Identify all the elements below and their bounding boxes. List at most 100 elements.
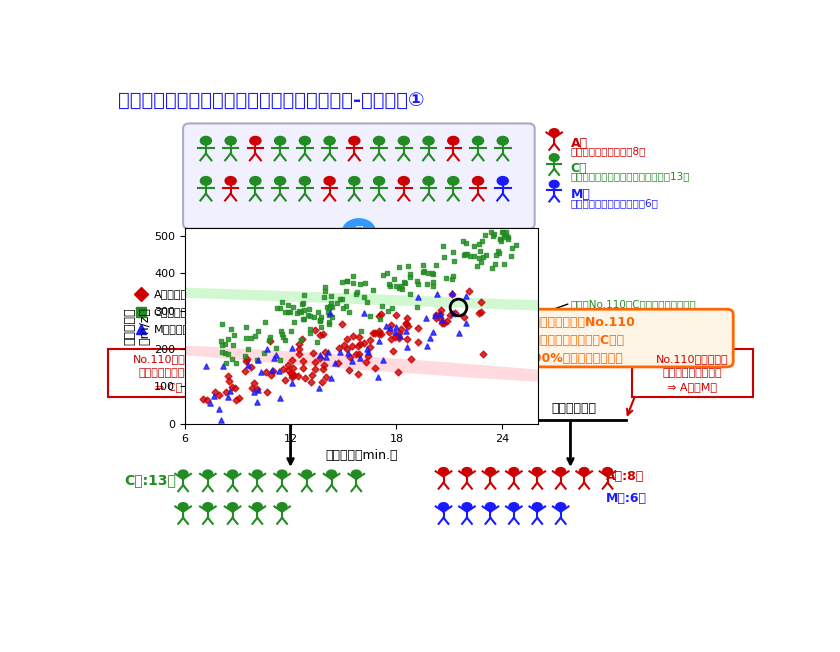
Point: [281, 365, 295, 376]
Point: [340, 344, 354, 355]
Point: [390, 281, 403, 291]
Point: [387, 274, 401, 284]
Point: [250, 384, 264, 394]
Point: [262, 334, 276, 345]
Point: [428, 310, 442, 320]
Point: [459, 238, 473, 248]
Circle shape: [472, 177, 484, 185]
Point: [218, 339, 232, 349]
Point: [216, 347, 229, 357]
Point: [353, 279, 366, 289]
Point: [297, 363, 310, 373]
Point: [332, 343, 345, 353]
Point: [222, 393, 235, 403]
Point: [297, 298, 310, 308]
Circle shape: [438, 503, 449, 511]
Point: [325, 312, 339, 322]
FancyBboxPatch shape: [512, 309, 733, 367]
Point: [358, 291, 371, 302]
Point: [286, 316, 300, 327]
Point: [274, 393, 287, 403]
Point: [275, 325, 288, 336]
Circle shape: [351, 470, 361, 478]
Text: C型: C型: [570, 162, 587, 175]
Point: [219, 387, 233, 398]
Point: [303, 327, 317, 338]
Point: [473, 308, 486, 319]
Point: [426, 327, 439, 337]
Ellipse shape: [109, 344, 684, 387]
Point: [292, 344, 306, 355]
Circle shape: [549, 128, 559, 136]
Point: [402, 320, 415, 331]
Point: [219, 358, 233, 368]
Point: [276, 333, 290, 343]
Point: [366, 285, 380, 295]
Point: [312, 306, 325, 317]
Circle shape: [533, 467, 542, 475]
Point: [446, 308, 459, 318]
Point: [197, 394, 210, 404]
Point: [371, 372, 385, 382]
Point: [391, 366, 405, 377]
Point: [457, 250, 470, 261]
Point: [480, 250, 493, 260]
Point: [308, 357, 322, 367]
Point: [298, 373, 312, 383]
Point: [396, 284, 409, 294]
Point: [375, 301, 389, 311]
Point: [302, 304, 316, 315]
Text: M型の汗成分: M型の汗成分: [154, 324, 197, 334]
Text: A型: A型: [570, 137, 588, 150]
Point: [279, 376, 292, 386]
Point: [358, 308, 371, 318]
Point: [340, 276, 354, 286]
Point: [213, 390, 226, 400]
Point: [392, 282, 406, 293]
Point: [372, 325, 386, 336]
Point: [302, 311, 316, 321]
Point: [412, 337, 425, 348]
Circle shape: [374, 177, 385, 185]
Point: [319, 372, 333, 382]
Circle shape: [448, 136, 459, 145]
Point: [359, 357, 372, 368]
Circle shape: [497, 136, 508, 145]
Point: [264, 336, 277, 346]
Point: [276, 329, 289, 340]
Circle shape: [302, 470, 312, 478]
Point: [254, 367, 267, 378]
Point: [498, 230, 512, 241]
Text: 汗: 汗: [355, 225, 363, 238]
Text: C型の汗成分: C型の汗成分: [154, 306, 195, 317]
Point: [273, 355, 286, 365]
Point: [307, 311, 321, 321]
Point: [384, 333, 397, 344]
Text: No.110の汗成分が
ある一定量以下の人
⇒ A型、M型: No.110の汗成分が ある一定量以下の人 ⇒ A型、M型: [656, 355, 728, 393]
Point: [353, 338, 366, 349]
Point: [260, 344, 274, 355]
Point: [313, 316, 327, 327]
Point: [509, 240, 522, 250]
Point: [400, 318, 413, 329]
Point: [281, 299, 295, 310]
Circle shape: [509, 503, 519, 511]
Point: [395, 324, 408, 334]
Point: [374, 329, 387, 339]
Point: [218, 348, 232, 358]
Text: 図．決定木解析によるワキ臭タイプの分類化-ステップ①: 図．決定木解析によるワキ臭タイプの分類化-ステップ①: [118, 91, 424, 110]
Point: [338, 340, 351, 351]
Point: [440, 316, 454, 326]
Point: [392, 262, 406, 273]
Point: [359, 278, 372, 288]
Point: [427, 277, 440, 288]
Text: A型:8人: A型:8人: [606, 470, 644, 483]
Point: [416, 260, 429, 271]
Point: [352, 349, 365, 359]
Point: [346, 340, 360, 351]
Point: [364, 310, 377, 321]
Circle shape: [253, 503, 262, 511]
Point: [278, 307, 291, 318]
Point: [274, 303, 287, 314]
Point: [383, 278, 396, 289]
